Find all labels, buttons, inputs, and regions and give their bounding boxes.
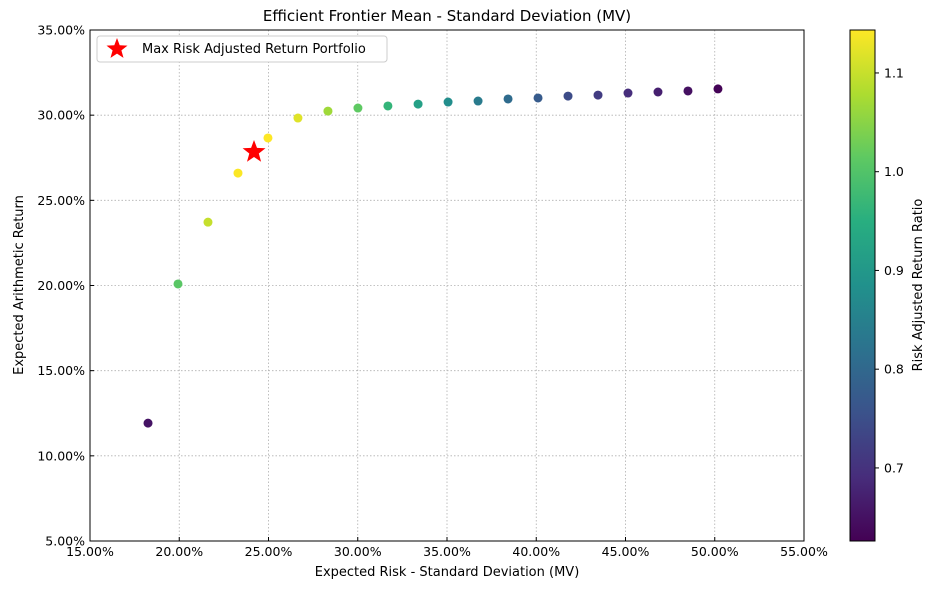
y-tick-label: 5.00% [45,534,85,549]
x-tick-label: 30.00% [334,544,382,559]
frontier-point [293,113,303,123]
frontier-point [353,103,363,113]
colorbar-tick-label: 1.0 [884,164,904,179]
frontier-point [533,93,543,103]
frontier-point [473,96,483,106]
frontier-point [623,88,633,98]
frontier-point [593,90,603,100]
grid [89,29,805,542]
colorbar: 0.7 0.8 0.9 1.0 1.1 Risk Adjusted Return Rat… [849,29,926,542]
x-tick-label: 15.00% [66,544,114,559]
y-tick-label: 15.00% [37,363,85,378]
frontier-point [203,217,213,227]
legend-label: Max Risk Adjusted Return Portfolio [142,42,366,57]
x-axis-ticks: 15.00% 20.00% 25.00% 30.00% 35.00% 40.00% 45.0… [66,537,828,559]
x-tick-label: 25.00% [245,544,293,559]
y-tick-label: 20.00% [37,278,85,293]
colorbar-tick-label: 1.1 [884,65,904,80]
frontier-point [443,97,453,107]
frontier-point [263,133,273,143]
frontier-point [413,99,423,109]
y-tick-label: 25.00% [37,193,85,208]
y-tick-label: 10.00% [37,448,85,463]
frontier-point [653,87,663,97]
frontier-point [713,84,723,94]
x-tick-label: 20.00% [155,544,203,559]
y-tick-label: 35.00% [37,23,85,38]
y-axis-label: Expected Arithmetic Return [12,195,27,375]
colorbar-gradient [849,29,876,542]
legend: Max Risk Adjusted Return Portfolio [96,35,388,63]
x-axis-label: Expected Risk - Standard Deviation (MV) [315,565,580,580]
colorbar-label: Risk Adjusted Return Ratio [911,199,926,372]
frontier-point [143,418,153,428]
x-tick-label: 40.00% [512,544,560,559]
colorbar-ticks: 0.7 0.8 0.9 1.0 1.1 [875,65,904,475]
frontier-point [563,91,573,101]
frontier-point [173,279,183,289]
colorbar-tick-label: 0.7 [884,460,904,475]
colorbar-tick-label: 0.8 [884,362,904,377]
x-tick-label: 55.00% [780,544,828,559]
legend-star-icon [106,38,128,58]
scatter-points [143,84,723,428]
colorbar-tick-label: 0.9 [884,263,904,278]
chart-title: Efficient Frontier Mean - Standard Devia… [263,7,631,25]
frontier-point [323,106,333,116]
max-sharpe-star-icon [242,140,266,162]
frontier-point [383,101,393,111]
frontier-point [503,94,513,104]
legend-box [96,35,388,63]
x-tick-label: 45.00% [602,544,650,559]
x-tick-label: 50.00% [691,544,739,559]
y-tick-label: 30.00% [37,108,85,123]
frontier-point [233,168,243,178]
frontier-point [683,86,693,96]
x-tick-label: 35.00% [423,544,471,559]
y-axis-ticks: 5.00% 10.00% 15.00% 20.00% 25.00% 30.00% 35.00… [37,23,94,549]
